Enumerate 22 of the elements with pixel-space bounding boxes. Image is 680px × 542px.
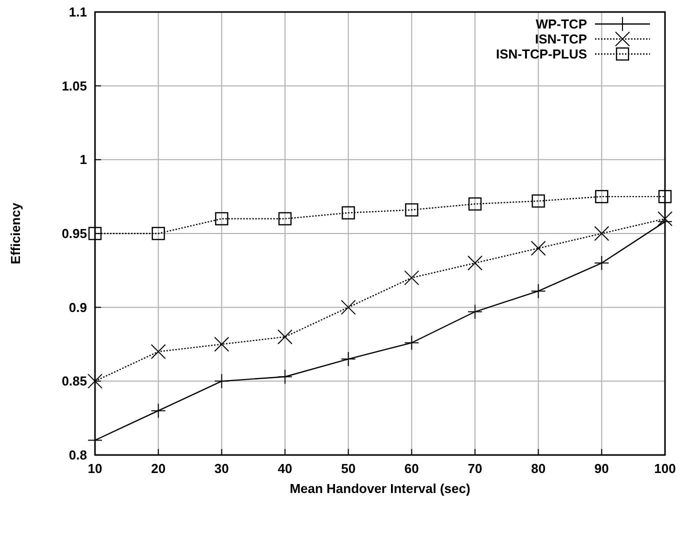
y-tick-label: 0.8 <box>68 448 87 463</box>
x-axis-title: Mean Handover Interval (sec) <box>290 481 470 496</box>
x-tick-label: 30 <box>214 461 229 476</box>
x-tick-label: 10 <box>88 461 102 476</box>
legend-label: ISN-TCP <box>535 32 588 47</box>
y-tick-label: 0.9 <box>68 300 87 315</box>
x-tick-label: 40 <box>278 461 292 476</box>
y-tick-label: 1.1 <box>68 4 87 20</box>
x-tick-label: 90 <box>594 461 609 476</box>
x-tick-label: 60 <box>404 461 419 476</box>
y-axis-title: Efficiency <box>8 202 23 264</box>
y-tick-label: 1.05 <box>62 78 87 94</box>
x-tick-label: 50 <box>341 461 356 476</box>
y-tick-label: 0.95 <box>62 226 87 242</box>
x-tick-label: 100 <box>654 461 676 476</box>
y-tick-label: 1 <box>80 152 87 168</box>
legend-label: WP-TCP <box>536 16 588 32</box>
x-tick-label: 70 <box>468 461 482 476</box>
legend-label: ISN-TCP-PLUS <box>496 46 588 62</box>
y-tick-label: 0.85 <box>62 374 87 389</box>
x-tick-label: 80 <box>531 461 546 476</box>
x-tick-label: 20 <box>151 461 166 476</box>
